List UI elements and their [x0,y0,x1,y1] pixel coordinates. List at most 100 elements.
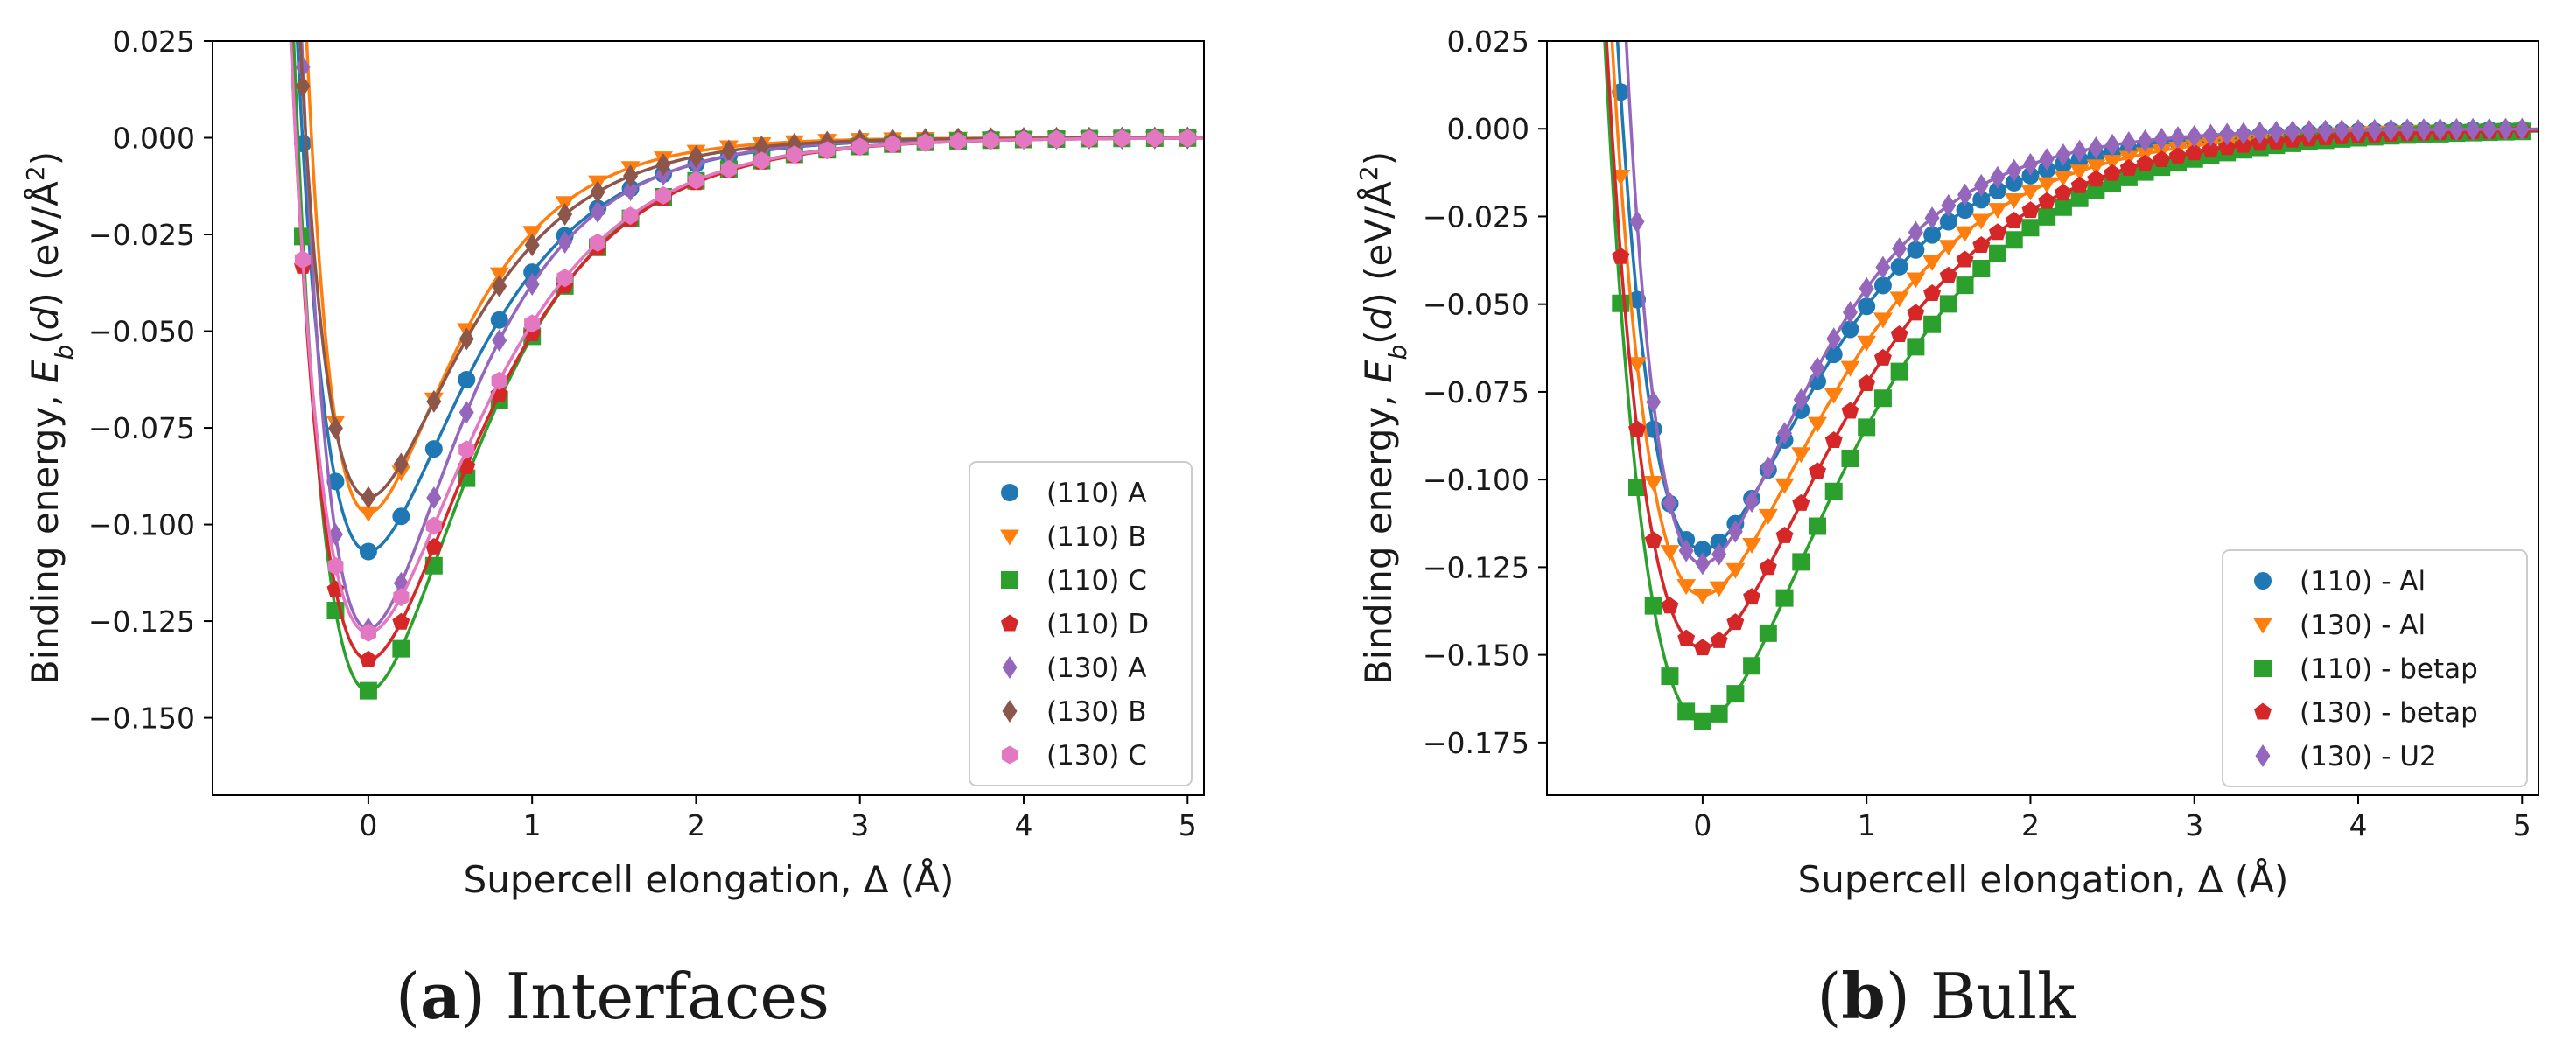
panel-a-y-ticks: 0.025 0.000 −0.025 −0.050 −0.075 −0.100 −0.125… [88,24,213,736]
panel-b-data-point [1710,533,1728,551]
panel-b-data-point [2069,164,2090,181]
panel-b-data-point [1989,244,2006,262]
panel-b-data-point [2055,143,2071,167]
panel-a-y-tick-label: −0.125 [88,604,195,639]
panel-b-x-ticks: 0 1 2 3 4 5 [1693,795,2531,842]
panel-b-data-point [2187,124,2202,148]
panel-b-data-point [2103,155,2123,171]
panel-b-series-1 [1610,41,2538,604]
panel-a-data-point [688,144,704,168]
panel-b-data-point [1678,539,1694,562]
panel-b-data-point [1692,588,1712,604]
panel-a-y-tick-label: −0.025 [88,218,195,252]
panel-b-legend: (110) - Al (130) - Al (110) - betap (130) -… [2222,549,2528,787]
panel-a-x-tick-label: 3 [850,808,869,842]
panel-a-x-tick-label: 2 [687,808,705,842]
panel-a-legend-label: (110) C [1046,565,1147,597]
panel-b-y-tick-label: −0.075 [1423,375,1530,409]
panel-b-y-axis-label: Binding energy, Eb(d) (eV/Å2) [1354,151,1412,685]
panel-a-legend-label: (130) A [1046,653,1146,684]
panel-b-data-point [1727,520,1743,543]
panel-b-data-point [1662,491,1677,514]
panel-b-data-point [1826,327,1842,351]
panel-b-data-point [2448,117,2464,141]
panel-b-data-point [1644,597,1662,615]
panel-b-legend-label: (110) - Al [2300,566,2426,597]
panel-a-y-tick-label: 0.025 [113,24,195,59]
panel-a-legend: (110) A (110) B (110) C (110) D (130) A (130)… [969,461,1193,786]
panel-b-data-point [1824,482,1843,500]
panel-b-series-4 [1624,41,2538,576]
panel-b-data-point [2482,117,2497,141]
panel-a-data-point [950,132,967,151]
panel-b-data-point [2138,129,2153,152]
panel-b-data-point [2037,177,2057,193]
panel-b-data-point [1972,236,1991,253]
panel-a-data-point [426,389,442,413]
panel-b-data-point [2153,127,2169,150]
panel-b-data-point [2020,185,2040,201]
panel-a-data-point [983,131,999,150]
panel-a-data-point [295,74,311,98]
panel-a-data-point [359,650,377,667]
panel-a-legend-label: (110) A [1046,478,1146,509]
panel-b-data-point [1841,402,1859,419]
panel-a-x-tick-label: 0 [359,808,377,842]
panel-b-data-point [1842,300,1858,324]
panel-b-data-point [2005,173,2023,192]
panel-b-data-point [1841,449,1859,467]
panel-b-data-point [1972,191,1991,209]
panel-b-fit-curve-1 [1610,41,2538,597]
panel-a-data-point [490,311,508,329]
panel-a-data-point [327,416,343,440]
panel-a-legend-label: (110) B [1046,521,1146,553]
panel-b-data-point [1726,685,1745,703]
panel-b-y-tick-label: 0.000 [1447,112,1530,146]
panel-b-data-point [1596,0,1614,8]
panel-b-data-point [1742,538,1762,555]
panel-b-data-point [1695,552,1711,576]
panel-a-fit-curve-5 [298,41,1204,500]
panel-b-data-point [1792,493,1810,511]
panel-a-data-point [393,588,410,607]
panel-b-data-point [2038,192,2056,209]
panel-b-data-point [2218,138,2236,156]
panel-a-data-point [556,269,573,288]
panel-b-data-point [1889,291,1909,308]
panel-b-data-point [1990,165,2006,189]
panel-a-data-point [458,327,474,351]
panel-a-data-point [360,623,376,642]
panel-b-y-tick-label: −0.025 [1423,199,1530,234]
panel-a-fit-curve-6 [289,41,1204,635]
panel-b-data-point [2070,176,2089,193]
panel-b-data-point [1890,362,1908,381]
panel-a-legend-label: (130) B [1046,696,1146,728]
panel-b-y-tick-label: −0.150 [1423,639,1530,673]
panel-b-data-point [1775,589,1794,607]
panel-b-data-point [1941,193,1956,217]
panel-b-data-point [1710,631,1728,648]
panel-b-data-point [2202,123,2218,147]
panel-b-data-point [2514,117,2530,141]
panel-b-data-point [2350,118,2366,142]
panel-a-data-point [294,250,312,269]
panel-b-data-point [2152,150,2171,167]
panel-a-legend-marker [1002,700,1018,723]
panel-b-axes-frame [1546,40,2539,796]
panel-b-data-point [2053,170,2073,186]
panel-a-legend-marker [1001,484,1018,501]
panel-a-data-point [917,133,934,152]
panel-a-y-tick-label: −0.100 [88,508,195,542]
panel-a-data-point [688,171,704,190]
panel-a-data-point [392,639,410,658]
panel-a-data-point [458,440,475,459]
panel-b-data-point [2005,231,2023,249]
panel-b-data-point [1939,295,1957,313]
panel-a-data-point [392,507,410,526]
panel-b-data-point [1857,335,1877,352]
panel-a-data-point [524,234,540,257]
panel-a-data-point [327,556,344,576]
panel-b-legend-marker [2255,744,2271,767]
panel-b-data-point [2022,152,2038,176]
panel-a-caption-text: Interfaces [506,960,830,1033]
